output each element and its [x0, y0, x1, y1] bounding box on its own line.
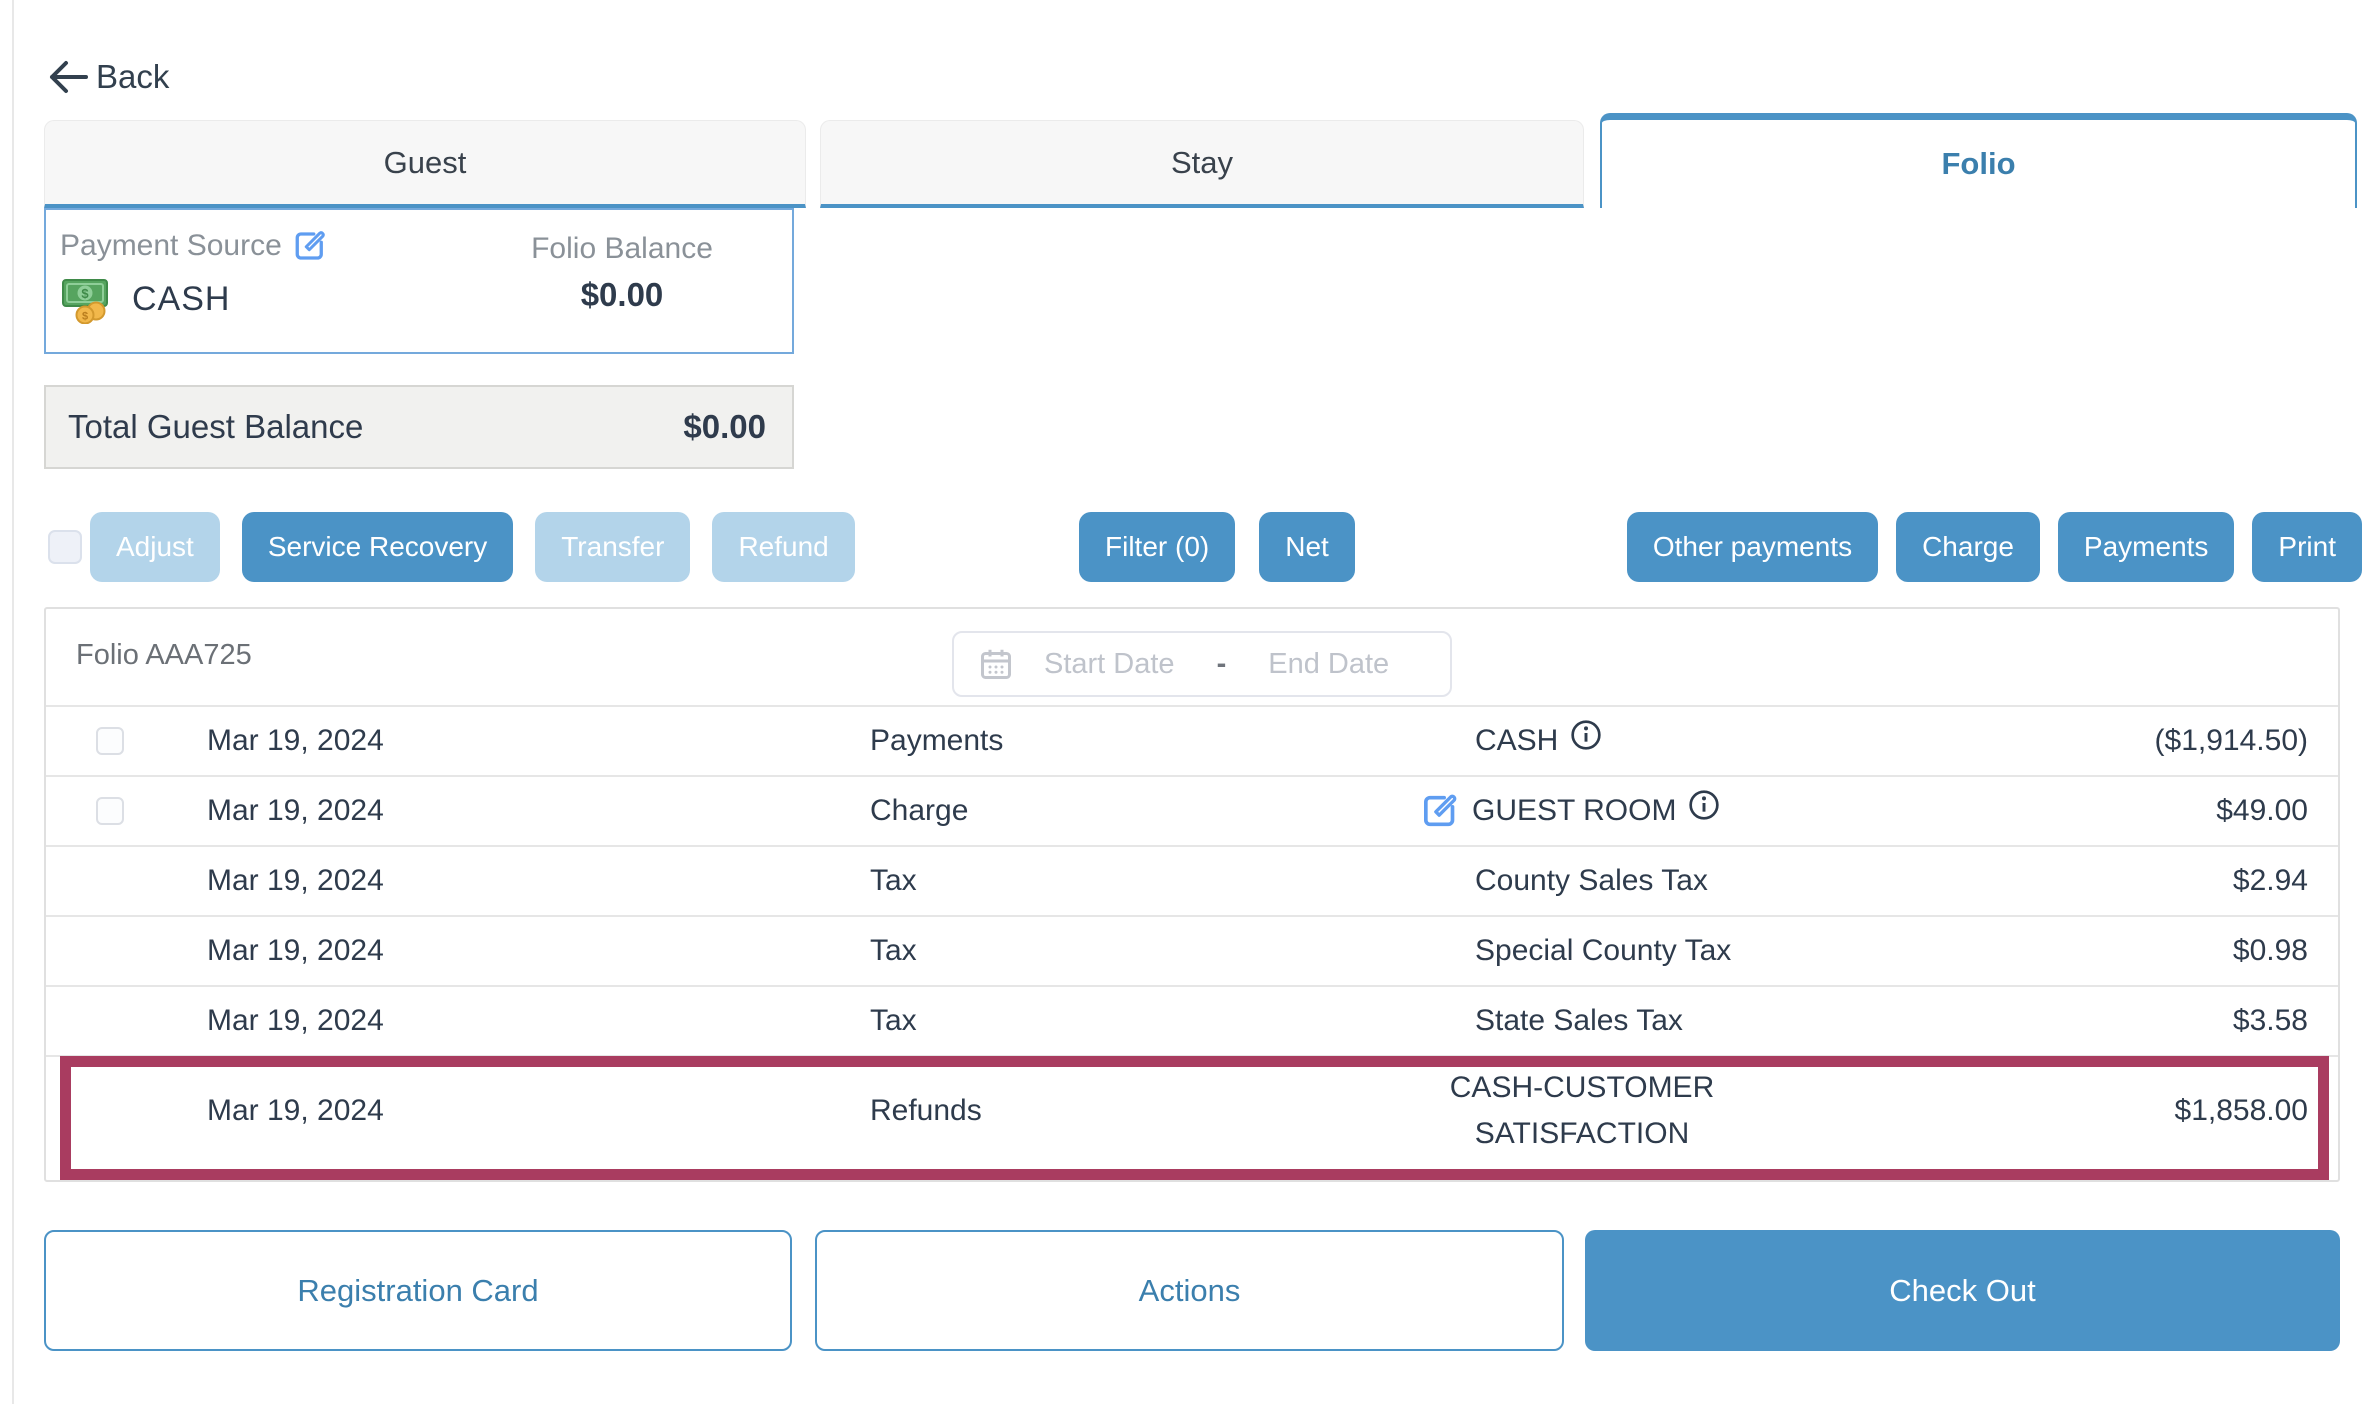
- registration-card-label: Registration Card: [297, 1272, 539, 1308]
- tab-guest-label: Guest: [383, 144, 467, 180]
- total-guest-balance-label: Total Guest Balance: [68, 408, 364, 445]
- row-date: Mar 19, 2024: [207, 724, 384, 757]
- tab-stay-label: Stay: [1170, 144, 1234, 180]
- row-type: Tax: [870, 1004, 917, 1037]
- refund-button[interactable]: Refund: [712, 512, 855, 582]
- start-date-input[interactable]: Start Date: [1044, 647, 1175, 680]
- row-checkbox[interactable]: [96, 797, 124, 825]
- row-type: Tax: [870, 934, 917, 967]
- tab-folio-label: Folio: [1941, 146, 2016, 181]
- row-amount: $0.98: [2232, 934, 2308, 967]
- back-label: Back: [96, 58, 170, 95]
- row-date: Mar 19, 2024: [207, 1094, 384, 1127]
- total-guest-balance-value: $0.00: [683, 408, 766, 445]
- table-row-refund-highlighted: Mar 19, 2024 Refunds CASH-CUSTOMER SATIS…: [46, 1055, 2338, 1165]
- row-item: GUEST ROOM: [1472, 794, 1677, 827]
- row-amount: $2.94: [2232, 864, 2308, 897]
- table-row-tax: Mar 19, 2024 Tax State Sales Tax $3.58: [46, 985, 2338, 1055]
- check-out-label: Check Out: [1889, 1272, 2036, 1308]
- charge-button[interactable]: Charge: [1896, 512, 2040, 582]
- net-button[interactable]: Net: [1259, 512, 1355, 582]
- folio-balance-value: $0.00: [580, 276, 664, 313]
- adjust-button[interactable]: Adjust: [90, 512, 220, 582]
- row-amount: $49.00: [2216, 794, 2308, 827]
- row-item: CASH-CUSTOMER SATISFACTION: [1449, 1071, 1715, 1150]
- row-item: CASH: [1475, 724, 1559, 757]
- info-icon[interactable]: [1570, 719, 1602, 751]
- payments-button[interactable]: Payments: [2057, 512, 2235, 582]
- info-icon[interactable]: [1688, 789, 1720, 821]
- back-arrow-icon: [50, 61, 88, 93]
- row-type: Refunds: [870, 1094, 982, 1127]
- tab-guest[interactable]: Guest: [44, 120, 806, 208]
- table-row-tax: Mar 19, 2024 Tax Special County Tax $0.9…: [46, 915, 2338, 985]
- folio-balance-label: Folio Balance: [531, 232, 713, 265]
- row-amount: $1,858.00: [2174, 1094, 2308, 1127]
- row-type: Tax: [870, 864, 917, 897]
- folio-panel: Folio AAA725 Start Date - End Date Mar 1…: [44, 607, 2340, 1182]
- print-button[interactable]: Print: [2252, 512, 2362, 582]
- row-item: State Sales Tax: [1475, 1004, 1683, 1037]
- payment-source-label: Payment Source: [60, 229, 282, 262]
- table-row-charge: Mar 19, 2024 Charge GUEST ROOM $49.00: [46, 775, 2338, 845]
- select-all-checkbox[interactable]: [48, 530, 82, 564]
- row-checkbox[interactable]: [96, 727, 124, 755]
- svg-text:$: $: [82, 311, 88, 323]
- folio-rows: Mar 19, 2024 Payments CASH ($1,914.50) M…: [46, 705, 2338, 1165]
- back-button[interactable]: Back: [48, 58, 169, 96]
- edit-charge-icon[interactable]: [1420, 791, 1460, 831]
- row-amount: ($1,914.50): [2154, 724, 2308, 757]
- row-date: Mar 19, 2024: [207, 794, 384, 827]
- svg-text:$: $: [81, 286, 89, 301]
- actions-button[interactable]: Actions: [815, 1230, 1564, 1351]
- row-date: Mar 19, 2024: [207, 1004, 384, 1037]
- row-type: Payments: [870, 724, 1004, 757]
- calendar-icon: [981, 649, 1011, 679]
- transfer-button[interactable]: Transfer: [535, 512, 691, 582]
- filter-button[interactable]: Filter (0): [1079, 512, 1236, 582]
- folio-title: Folio AAA725: [76, 639, 252, 671]
- table-row-payments: Mar 19, 2024 Payments CASH ($1,914.50): [46, 705, 2338, 775]
- row-item: Special County Tax: [1475, 934, 1732, 967]
- left-edge-divider: [12, 0, 14, 1404]
- tab-folio[interactable]: Folio: [1600, 113, 2357, 208]
- row-item: County Sales Tax: [1475, 864, 1708, 897]
- row-type: Charge: [870, 794, 969, 827]
- actions-label: Actions: [1138, 1272, 1241, 1308]
- row-date: Mar 19, 2024: [207, 864, 384, 897]
- service-recovery-button[interactable]: Service Recovery: [241, 512, 514, 582]
- total-guest-balance-bar: Total Guest Balance $0.00: [44, 385, 794, 469]
- edit-payment-source-icon[interactable]: [292, 228, 328, 264]
- registration-card-button[interactable]: Registration Card: [44, 1230, 792, 1351]
- date-range-picker[interactable]: Start Date - End Date: [952, 631, 1452, 697]
- cash-icon: $ $: [62, 279, 108, 324]
- payment-method-value: CASH: [132, 279, 231, 318]
- row-date: Mar 19, 2024: [207, 934, 384, 967]
- check-out-button[interactable]: Check Out: [1585, 1230, 2340, 1351]
- row-amount: $3.58: [2232, 1004, 2308, 1037]
- end-date-input[interactable]: End Date: [1268, 647, 1390, 680]
- table-row-tax: Mar 19, 2024 Tax County Sales Tax $2.94: [46, 845, 2338, 915]
- other-payments-button[interactable]: Other payments: [1626, 512, 1879, 582]
- payment-source-card: Payment Source $ $ CASH: [44, 208, 794, 354]
- date-range-separator: -: [1216, 647, 1227, 680]
- tab-stay[interactable]: Stay: [820, 120, 1584, 208]
